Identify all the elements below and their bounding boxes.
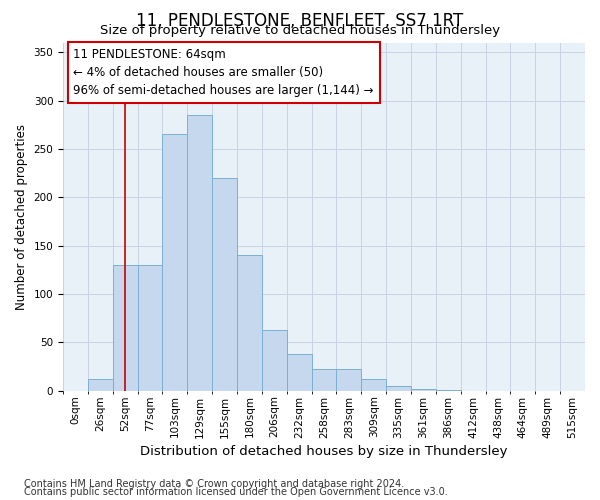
Bar <box>262 330 287 390</box>
Text: Size of property relative to detached houses in Thundersley: Size of property relative to detached ho… <box>100 24 500 37</box>
Bar <box>337 370 361 390</box>
Bar <box>187 115 212 390</box>
Bar <box>88 379 113 390</box>
Text: Contains HM Land Registry data © Crown copyright and database right 2024.: Contains HM Land Registry data © Crown c… <box>24 479 404 489</box>
Bar <box>411 388 436 390</box>
X-axis label: Distribution of detached houses by size in Thundersley: Distribution of detached houses by size … <box>140 444 508 458</box>
Text: 11, PENDLESTONE, BENFLEET, SS7 1RT: 11, PENDLESTONE, BENFLEET, SS7 1RT <box>136 12 464 30</box>
Bar <box>361 379 386 390</box>
Bar <box>163 134 187 390</box>
Bar <box>237 255 262 390</box>
Bar <box>386 386 411 390</box>
Bar <box>311 370 337 390</box>
Bar <box>113 265 137 390</box>
Bar <box>137 265 163 390</box>
Bar <box>212 178 237 390</box>
Y-axis label: Number of detached properties: Number of detached properties <box>15 124 28 310</box>
Text: Contains public sector information licensed under the Open Government Licence v3: Contains public sector information licen… <box>24 487 448 497</box>
Text: 11 PENDLESTONE: 64sqm
← 4% of detached houses are smaller (50)
96% of semi-detac: 11 PENDLESTONE: 64sqm ← 4% of detached h… <box>73 48 374 96</box>
Bar <box>287 354 311 391</box>
